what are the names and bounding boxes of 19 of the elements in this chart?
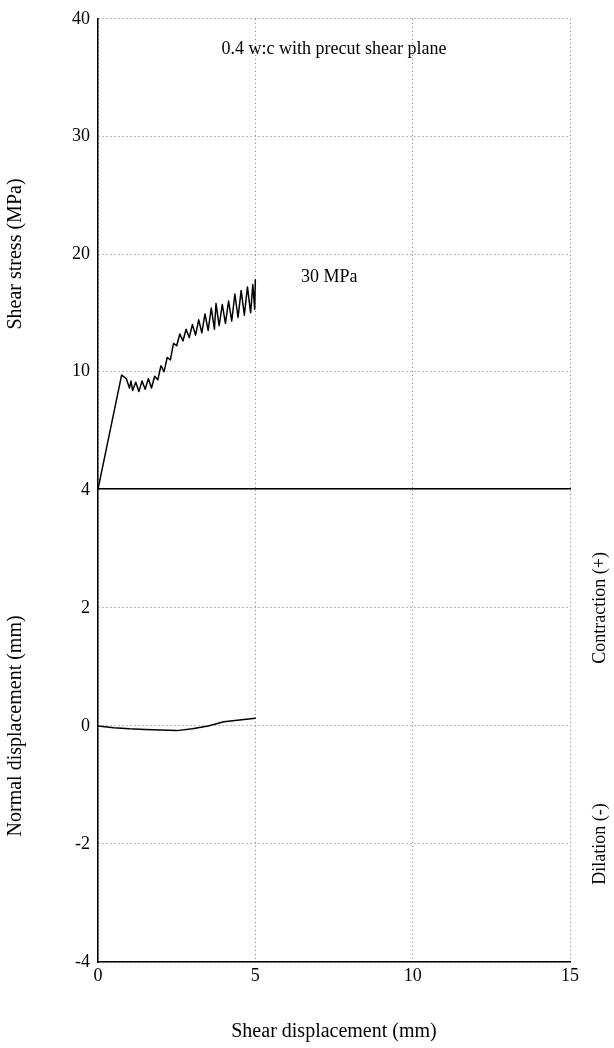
- y-tick-label: 2: [81, 596, 90, 617]
- text: Contraction (+): [588, 552, 610, 664]
- y-axis-title: Normal displacement (mm): [3, 615, 27, 837]
- x-tick-label: 15: [561, 964, 579, 985]
- y-tick-label: 30: [72, 125, 90, 146]
- y-tick-label: 40: [72, 7, 90, 28]
- annotation: 30 MPa: [300, 266, 358, 287]
- y-axis-title: Shear stress (MPa): [3, 178, 27, 330]
- x-tick-label: 10: [403, 964, 422, 985]
- y-tick-label: 10: [72, 360, 90, 381]
- y-tick-label: 0: [81, 714, 90, 735]
- y-tick-label: 4: [81, 478, 90, 499]
- y-tick-label: -4: [75, 950, 90, 971]
- x-axis-title: Shear displacement (mm): [231, 1019, 437, 1043]
- text: 0.4 w:c with precut shear plane: [221, 37, 447, 58]
- y-tick-label: 20: [72, 242, 90, 263]
- y-tick-label: -2: [75, 832, 90, 853]
- x-tick-label: 5: [250, 964, 260, 985]
- text: Dilation (-): [588, 803, 610, 885]
